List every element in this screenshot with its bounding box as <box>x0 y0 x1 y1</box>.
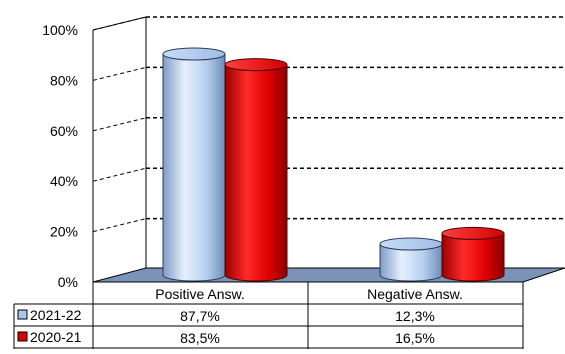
table-category-label: Positive Answ. <box>155 286 245 302</box>
y-tick-label: 80% <box>50 72 78 88</box>
cylinder-top <box>441 226 505 240</box>
legend-swatch-2021-22 <box>17 309 28 320</box>
y-tick-label: 20% <box>50 224 78 240</box>
cylinder-top <box>379 237 443 251</box>
bar-2020-21-Negative Answ. <box>441 226 505 282</box>
y-tick-label: 60% <box>50 123 78 139</box>
y-tick-label: 100% <box>42 22 78 38</box>
legend-swatch-2020-21 <box>17 331 28 342</box>
table-cell-value: 83,5% <box>180 330 220 346</box>
data-table: Positive Answ. Negative Answ. 2021-22 87… <box>13 282 524 349</box>
cylinder-top <box>162 47 226 61</box>
table-category-label: Negative Answ. <box>367 286 463 302</box>
legend-entry-2020-21: 2020-21 <box>30 329 82 345</box>
y-tick-label: 0% <box>58 274 78 290</box>
bar-2020-21-Positive Answ. <box>224 58 288 282</box>
y-axis-tick-labels: 0% 20% 40% 60% 80% 100% <box>42 22 78 290</box>
legend-entry-2021-22: 2021-22 <box>30 307 82 323</box>
cylinder-body <box>441 233 505 282</box>
gridline-side <box>92 16 147 31</box>
gridlines <box>92 16 565 233</box>
bar-2021-22-Positive Answ. <box>162 47 226 282</box>
gridline-side <box>92 66 147 81</box>
gridline-side <box>92 117 147 132</box>
table-cell-value: 87,7% <box>180 308 220 324</box>
cylinder-body <box>224 64 288 282</box>
gridline-side <box>92 218 147 233</box>
table-cell-value: 16,5% <box>395 330 435 346</box>
cylinder-top <box>224 58 288 72</box>
bars <box>162 47 505 282</box>
cylinder-body <box>162 53 226 282</box>
chart-walls <box>92 16 147 282</box>
table-cell-value: 12,3% <box>395 308 435 324</box>
gridline-side <box>92 167 147 182</box>
bar-2021-22-Negative Answ. <box>379 237 443 282</box>
y-tick-label: 40% <box>50 173 78 189</box>
